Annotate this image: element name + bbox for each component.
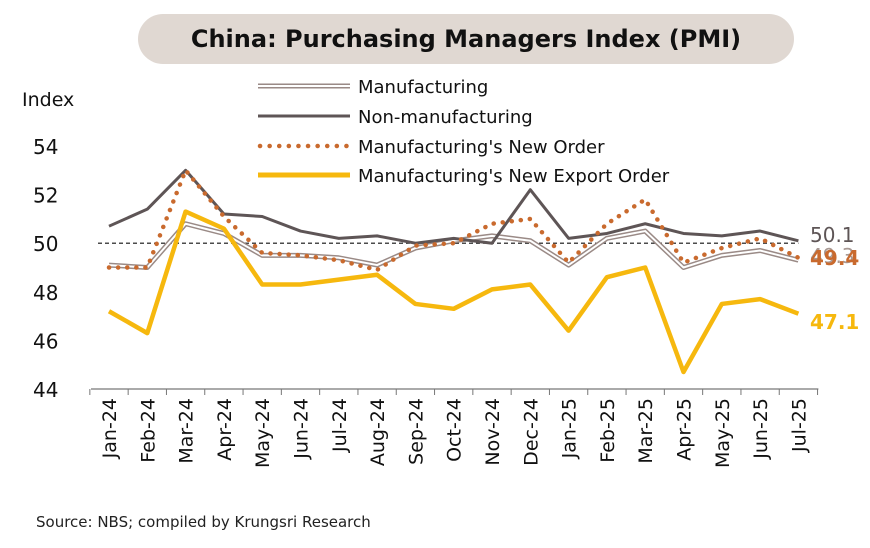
x-tick-label: Feb-24 (137, 398, 159, 463)
x-tick-label: Jul-24 (329, 398, 351, 453)
x-axis: Jan-24 Feb-24 Mar-24 Apr-24 May-24 Jun-24 Jul-… (89, 388, 819, 468)
x-tick-label: May-25 (712, 398, 734, 468)
manufacturing-end-label: 49.3 (810, 244, 855, 268)
end-labels: 49.350.149.4 47.1 (810, 223, 859, 334)
x-tick-label: Jun-24 (291, 398, 313, 460)
x-tick-label: Apr-25 (674, 398, 696, 461)
x-tick-label: Nov-24 (482, 398, 504, 466)
x-tick-label: Jul-25 (788, 398, 810, 453)
legend: Manufacturing Non-manufacturing Manufactur… (257, 77, 670, 187)
new-order-end-label: 49.4 (810, 246, 859, 270)
source-note: Source: NBS; compiled by Krungsri Resear… (36, 513, 371, 531)
new-export-order-end-label: 47.1 (810, 310, 859, 334)
non-manufacturing-end-label: 50.1 (810, 223, 855, 247)
x-tick-label: Jan-24 (99, 398, 121, 459)
x-tick-label: May-24 (252, 398, 274, 468)
x-tick-label: Aug-24 (367, 398, 389, 466)
y-axis-ticks: 44 46 48 50 52 54 (33, 135, 58, 402)
series-lines (106, 168, 801, 375)
legend-item-new-export-order: Manufacturing's New Export Order (258, 166, 670, 187)
x-tick-label: Oct-24 (444, 398, 466, 462)
legend-label: Non-manufacturing (358, 107, 533, 128)
x-tick-label: Apr-24 (214, 398, 236, 461)
x-tick-label: Dec-24 (520, 398, 542, 466)
legend-item-new-order: Manufacturing's New Order (257, 137, 605, 158)
manufacturing-line-inner (108, 222, 799, 269)
legend-item-manufacturing: Manufacturing (258, 77, 488, 98)
y-tick-label: 46 (33, 329, 58, 353)
y-tick-label: 52 (33, 184, 58, 208)
x-tick-label: Mar-25 (635, 398, 657, 464)
legend-item-non-manufacturing: Non-manufacturing (258, 107, 533, 128)
y-tick-label: 50 (33, 232, 58, 256)
chart-title-pill: China: Purchasing Managers Index (PMI) (138, 14, 794, 64)
x-tick-label: Jan-25 (559, 398, 581, 459)
y-tick-label: 44 (33, 378, 58, 402)
legend-label: Manufacturing (358, 77, 488, 98)
chart-title: China: Purchasing Managers Index (PMI) (190, 25, 742, 53)
new-export-order-line (107, 209, 800, 375)
x-tick-label: Mar-24 (176, 398, 198, 464)
y-tick-label: 48 (33, 281, 58, 305)
legend-label: Manufacturing's New Export Order (358, 166, 670, 187)
new-order-line (106, 168, 801, 273)
y-axis-label: Index (22, 89, 74, 111)
x-tick-label: Sep-24 (405, 398, 427, 465)
x-tick-label: Feb-25 (597, 398, 619, 463)
legend-label: Manufacturing's New Order (358, 137, 605, 158)
y-tick-label: 54 (33, 135, 58, 159)
x-tick-label: Jun-25 (750, 398, 772, 460)
